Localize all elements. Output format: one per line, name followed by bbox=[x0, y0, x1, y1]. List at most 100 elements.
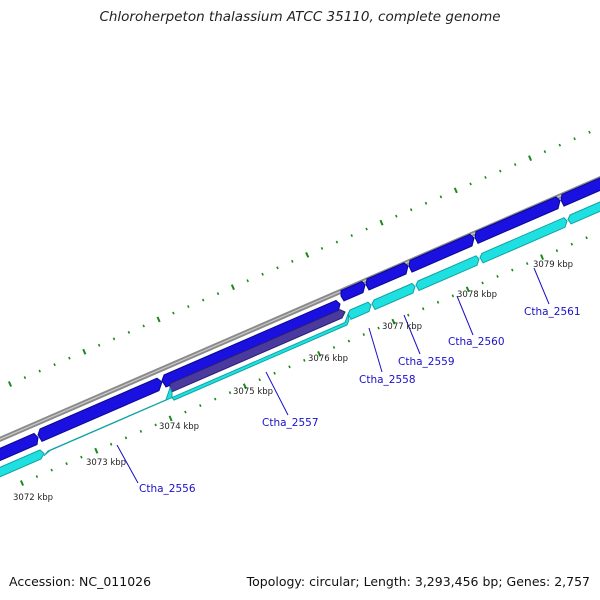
outer-tick-minor bbox=[543, 150, 547, 154]
gene-reverse[interactable] bbox=[415, 255, 480, 292]
genome-title: Chloroherpeton thalassium ATCC 35110, co… bbox=[99, 9, 501, 25]
inner-tick-minor bbox=[451, 294, 455, 298]
gene-forward[interactable] bbox=[560, 169, 600, 207]
outer-tick-minor bbox=[469, 182, 472, 186]
gene-forward[interactable] bbox=[408, 233, 475, 273]
outer-tick-minor bbox=[261, 272, 264, 276]
outer-tick-major bbox=[230, 284, 235, 291]
outer-tick-minor bbox=[276, 266, 279, 270]
inner-tick-minor bbox=[481, 281, 484, 285]
outer-tick-major bbox=[453, 187, 458, 194]
inner-tick-minor bbox=[154, 423, 157, 427]
inner-tick-major bbox=[465, 286, 470, 293]
reverse-strand bbox=[0, 193, 600, 486]
inner-tick-minor bbox=[213, 397, 217, 401]
inner-tick-minor bbox=[421, 307, 425, 311]
outer-tick-major bbox=[305, 251, 310, 258]
inner-tick-minor bbox=[347, 339, 351, 343]
gene-reverse[interactable] bbox=[371, 282, 416, 311]
outer-tick-minor bbox=[291, 259, 294, 263]
gene-label[interactable]: Ctha_2559 bbox=[398, 356, 455, 368]
kbp-label: 3074 kbp bbox=[159, 422, 199, 432]
inner-tick-minor bbox=[273, 371, 276, 375]
gene-reverse[interactable] bbox=[43, 386, 173, 457]
outer-tick-minor bbox=[588, 130, 591, 134]
outer-tick-minor bbox=[127, 330, 131, 334]
inner-tick-minor bbox=[228, 391, 232, 395]
gene-label[interactable]: Ctha_2560 bbox=[448, 336, 505, 348]
gene-labels: Ctha_2556 Ctha_2557 Ctha_2558 Ctha_2559 … bbox=[139, 306, 581, 495]
outer-tick-minor bbox=[216, 292, 220, 296]
gene-label[interactable]: Ctha_2558 bbox=[359, 374, 416, 386]
inner-tick-minor bbox=[258, 378, 261, 382]
inner-tick-major bbox=[540, 254, 545, 260]
inner-tick-minor bbox=[80, 455, 83, 459]
inner-tick-minor bbox=[362, 333, 365, 336]
outer-tick-minor bbox=[513, 163, 517, 167]
kbp-label: 3076 kbp bbox=[308, 354, 348, 364]
genome-backbone-highlight bbox=[0, 178, 600, 440]
outer-tick-major bbox=[379, 219, 384, 226]
outer-tick-minor bbox=[97, 343, 101, 347]
outer-tick-major bbox=[156, 316, 161, 323]
gene-label[interactable]: Ctha_2557 bbox=[262, 417, 319, 429]
inner-tick-major bbox=[19, 480, 25, 486]
genome-summary-text: Topology: circular; Length: 3,293,456 bp… bbox=[246, 574, 590, 589]
accession-text: Accession: NC_011026 bbox=[9, 574, 152, 589]
inner-tick-minor bbox=[303, 358, 306, 362]
gene-forward[interactable] bbox=[474, 196, 561, 244]
inner-tick-minor bbox=[332, 345, 336, 349]
leader-line bbox=[265, 371, 289, 416]
gene-label[interactable]: Ctha_2556 bbox=[139, 483, 196, 495]
kbp-labels: 3072 kbp 3073 kbp 3074 kbp 3075 kbp 3076… bbox=[13, 260, 573, 503]
gene-label[interactable]: Ctha_2561 bbox=[524, 306, 581, 318]
gene-reverse[interactable] bbox=[479, 217, 568, 264]
gene-reverse[interactable] bbox=[0, 449, 45, 486]
outer-tick-minor bbox=[38, 369, 41, 373]
outer-tick-major bbox=[82, 348, 87, 355]
outer-tick-row bbox=[7, 130, 591, 387]
gene-forward[interactable] bbox=[0, 432, 39, 470]
kbp-label: 3079 kbp bbox=[533, 260, 573, 270]
outer-tick-minor bbox=[142, 324, 145, 328]
outer-tick-minor bbox=[395, 214, 398, 218]
gene-reverse[interactable] bbox=[171, 313, 350, 401]
gene-forward[interactable] bbox=[161, 299, 341, 388]
outer-tick-minor bbox=[68, 356, 71, 360]
inner-tick-minor bbox=[496, 274, 499, 278]
gene-forward[interactable] bbox=[340, 280, 366, 302]
inner-tick-minor bbox=[436, 300, 440, 304]
outer-tick-minor bbox=[187, 305, 190, 309]
leader-line bbox=[533, 267, 550, 305]
inner-tick-minor bbox=[511, 268, 514, 272]
outer-tick-minor bbox=[112, 337, 116, 341]
inner-tick-major bbox=[391, 318, 396, 325]
inner-tick-minor bbox=[407, 313, 410, 317]
outer-tick-minor bbox=[320, 246, 324, 250]
inner-tick-minor bbox=[124, 436, 128, 440]
leader-line bbox=[116, 444, 139, 484]
kbp-label: 3075 kbp bbox=[233, 387, 273, 397]
inner-tick-major bbox=[168, 415, 173, 422]
kbp-label: 3078 kbp bbox=[457, 290, 497, 300]
outer-tick-minor bbox=[201, 298, 205, 302]
outer-tick-minor bbox=[246, 279, 249, 283]
outer-tick-major bbox=[7, 381, 13, 387]
outer-tick-minor bbox=[172, 311, 175, 315]
inner-tick-minor bbox=[65, 462, 68, 466]
outer-tick-minor bbox=[409, 208, 413, 212]
gene-forward[interactable] bbox=[365, 262, 409, 291]
leader-line bbox=[456, 295, 474, 336]
gene-leader-lines bbox=[116, 267, 550, 484]
inner-tick-minor bbox=[184, 410, 187, 414]
gene-reverse[interactable] bbox=[347, 301, 372, 320]
gene-reverse[interactable] bbox=[567, 193, 600, 225]
outer-tick-minor bbox=[350, 234, 353, 237]
inner-tick-minor bbox=[109, 442, 113, 446]
inner-tick-major bbox=[94, 447, 99, 454]
outer-tick-minor bbox=[484, 175, 487, 179]
outer-tick-minor bbox=[439, 195, 443, 199]
gene-highlighted[interactable] bbox=[169, 309, 346, 393]
gene-forward[interactable] bbox=[37, 377, 163, 443]
